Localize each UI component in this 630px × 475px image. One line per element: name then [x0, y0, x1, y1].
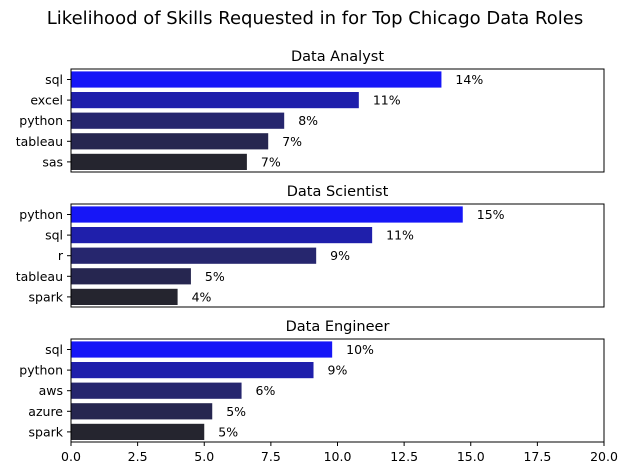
x-tick-label: 15.0	[457, 449, 485, 464]
y-tick-label: azure	[28, 404, 63, 419]
data-label: 7%	[261, 154, 281, 169]
bar	[71, 206, 463, 223]
bar	[71, 382, 242, 399]
bar	[71, 133, 269, 150]
subplots: Data Analyst sql 14% excel 11% python 8% tablea…	[16, 49, 605, 443]
bar	[71, 71, 442, 88]
bar	[71, 247, 317, 264]
bar	[71, 341, 333, 358]
data-label: 7%	[282, 134, 302, 149]
x-axis: 0.0 2.5 5.0 7.5 10.0 12.5 15.0 17.5 20.0	[61, 442, 618, 464]
y-tick-label: spark	[29, 289, 64, 304]
subplot: Data Analyst sql 14% excel 11% python 8% tablea…	[16, 49, 605, 173]
chart-title: Likelihood of Skills Requested in for To…	[47, 8, 583, 29]
x-tick-label: 7.5	[261, 449, 281, 464]
data-label: 11%	[386, 228, 414, 243]
data-label: 6%	[256, 383, 276, 398]
y-tick-label: sas	[42, 154, 63, 169]
data-label: 5%	[226, 404, 246, 419]
data-label: 14%	[455, 72, 483, 87]
x-tick-label: 2.5	[128, 449, 148, 464]
y-tick-label: r	[58, 248, 64, 263]
data-label: 9%	[330, 248, 350, 263]
y-tick-label: python	[19, 113, 63, 128]
subplot-title: Data Engineer	[286, 319, 390, 335]
bar	[71, 268, 191, 285]
y-tick-label: sql	[45, 72, 63, 87]
y-tick-label: sql	[45, 228, 63, 243]
y-tick-label: python	[19, 207, 63, 222]
y-tick-label: tableau	[16, 134, 63, 149]
y-tick-label: python	[19, 363, 63, 378]
y-tick-label: excel	[30, 93, 63, 108]
bar	[71, 153, 247, 170]
plot-frame	[70, 203, 605, 308]
bar	[71, 403, 213, 420]
data-label: 5%	[205, 269, 225, 284]
data-label: 10%	[346, 342, 374, 357]
data-label: 4%	[192, 289, 212, 304]
x-tick-label: 10.0	[324, 449, 352, 464]
data-label: 8%	[298, 113, 318, 128]
y-tick-label: tableau	[16, 269, 63, 284]
data-label: 5%	[218, 424, 238, 439]
bar	[71, 112, 285, 129]
subplot: Data Scientist python 15% sql 11% r 9% tableau 5…	[16, 184, 605, 308]
data-label: 15%	[477, 207, 505, 222]
subplot-title: Data Scientist	[287, 184, 389, 200]
bar	[71, 227, 373, 244]
x-tick-label: 12.5	[390, 449, 418, 464]
bar	[71, 362, 314, 379]
x-tick-label: 17.5	[523, 449, 551, 464]
x-tick-label: 20.0	[590, 449, 618, 464]
bar	[71, 288, 178, 305]
bar	[71, 92, 359, 109]
x-tick-label: 0.0	[61, 449, 81, 464]
y-tick-label: aws	[39, 383, 63, 398]
plot-frame	[70, 68, 605, 173]
data-label: 9%	[328, 363, 348, 378]
y-tick-label: spark	[29, 424, 64, 439]
subplot-title: Data Analyst	[291, 49, 384, 65]
data-label: 11%	[373, 93, 401, 108]
x-tick-label: 5.0	[194, 449, 214, 464]
subplot: Data Engineer sql 10% python 9% aws 6% azure 5% s…	[19, 319, 605, 443]
y-tick-label: sql	[45, 342, 63, 357]
bar	[71, 423, 205, 440]
